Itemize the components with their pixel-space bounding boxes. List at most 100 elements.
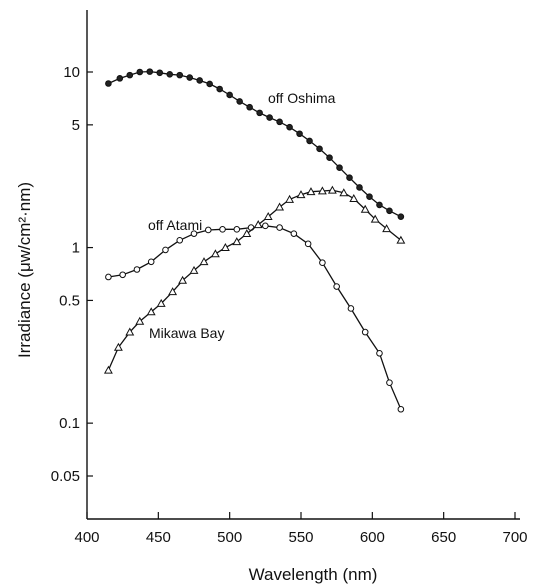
- data-point-off-oshima: [136, 68, 144, 76]
- data-point-off-oshima: [276, 118, 283, 126]
- data-point-off-oshima: [176, 71, 184, 79]
- data-point-mikawa-bay: [113, 342, 123, 351]
- data-point-off-oshima: [326, 154, 333, 162]
- data-point-off-atami: [262, 222, 269, 230]
- data-point-mikawa-bay: [253, 220, 263, 229]
- data-point-off-atami: [147, 258, 155, 266]
- y-tick-label: 0.1: [59, 415, 80, 432]
- series-line-mikawa-bay: [107, 189, 402, 371]
- data-point-off-atami: [133, 266, 141, 273]
- data-point-off-atami: [204, 226, 212, 234]
- data-point-off-oshima: [346, 174, 353, 182]
- data-point-off-oshima: [306, 137, 313, 145]
- data-point-mikawa-bay: [168, 287, 178, 296]
- data-point-mikawa-bay: [382, 224, 392, 233]
- data-point-off-atami: [376, 349, 383, 357]
- data-point-mikawa-bay: [189, 265, 199, 274]
- series-label-mikawa-bay: Mikawa Bay: [149, 325, 224, 341]
- data-point-off-atami: [105, 273, 112, 281]
- y-axis-label: Irradiance (μw/cm²·nm): [15, 182, 34, 358]
- x-axis-label: Wavelength (nm): [249, 565, 378, 584]
- data-point-off-oshima: [316, 145, 323, 153]
- series-line-off-atami: [108, 225, 402, 410]
- data-point-off-oshima: [266, 114, 273, 121]
- data-point-mikawa-bay: [146, 307, 156, 316]
- data-point-off-atami: [119, 271, 126, 279]
- data-point-mikawa-bay: [370, 214, 380, 223]
- data-point-mikawa-bay: [220, 242, 230, 251]
- data-point-off-oshima: [166, 71, 174, 78]
- series-layer: [103, 68, 406, 413]
- data-point-off-atami: [233, 226, 241, 233]
- data-point-mikawa-bay: [285, 194, 295, 203]
- data-point-off-oshima: [186, 74, 194, 81]
- data-point-mikawa-bay: [135, 316, 145, 325]
- data-point-mikawa-bay: [125, 327, 135, 336]
- data-point-off-oshima: [246, 103, 253, 111]
- data-point-off-oshima: [226, 91, 233, 99]
- x-tick-label: 500: [217, 529, 242, 546]
- data-point-mikawa-bay: [360, 204, 370, 213]
- data-point-off-oshima: [236, 98, 243, 105]
- data-point-mikawa-bay: [242, 229, 252, 238]
- data-point-mikawa-bay: [232, 237, 242, 246]
- data-point-mikawa-bay: [199, 257, 209, 266]
- data-point-mikawa-bay: [275, 202, 285, 211]
- data-point-off-oshima: [156, 69, 164, 77]
- data-point-mikawa-bay: [210, 249, 220, 258]
- x-tick-label: 700: [502, 529, 527, 546]
- data-point-off-oshima: [146, 68, 154, 75]
- data-point-mikawa-bay: [396, 235, 406, 244]
- data-point-off-oshima: [206, 80, 213, 88]
- data-point-off-oshima: [366, 193, 373, 200]
- x-tick-label: 650: [431, 529, 456, 546]
- y-axis-ticks: 0.05 0.1 0.5 1 5 10: [51, 64, 93, 485]
- data-point-off-atami: [176, 237, 184, 244]
- series-label-off-oshima: off Oshima: [268, 90, 336, 106]
- x-tick-label: 600: [360, 529, 385, 546]
- data-point-off-atami: [386, 379, 393, 386]
- data-point-off-atami: [347, 305, 355, 312]
- data-point-off-oshima: [397, 213, 405, 220]
- data-point-mikawa-bay: [327, 185, 337, 194]
- data-point-mikawa-bay: [263, 212, 273, 221]
- y-tick-label: 0.05: [51, 468, 80, 485]
- data-point-off-atami: [319, 259, 326, 267]
- data-point-off-oshima: [256, 109, 263, 117]
- x-tick-label: 400: [74, 529, 99, 546]
- data-point-off-oshima: [286, 123, 293, 131]
- series-label-off-atami: off Atami: [148, 217, 202, 233]
- data-point-off-oshima: [196, 77, 204, 84]
- data-point-off-atami: [276, 224, 283, 231]
- data-point-off-oshima: [126, 71, 134, 79]
- data-point-off-oshima: [356, 184, 363, 191]
- data-point-mikawa-bay: [306, 187, 316, 196]
- data-point-off-atami: [219, 226, 226, 233]
- data-point-off-atami: [162, 246, 169, 254]
- data-point-off-oshima: [386, 207, 393, 215]
- x-tick-label: 550: [288, 529, 313, 546]
- data-point-off-atami: [290, 230, 298, 237]
- data-point-mikawa-bay: [296, 190, 306, 199]
- y-tick-label: 1: [72, 240, 80, 257]
- series-line-off-oshima: [108, 70, 402, 218]
- y-tick-label: 5: [72, 117, 80, 134]
- data-point-off-atami: [397, 405, 405, 413]
- data-point-off-oshima: [296, 130, 303, 138]
- data-point-mikawa-bay: [349, 194, 359, 203]
- data-point-off-oshima: [216, 85, 223, 93]
- data-point-off-oshima: [376, 201, 383, 209]
- data-point-off-oshima: [336, 164, 343, 172]
- data-point-off-atami: [190, 230, 198, 237]
- data-point-off-oshima: [105, 80, 112, 87]
- x-axis-ticks: 400 450 500 550 600 650 700: [74, 512, 528, 546]
- data-point-mikawa-bay: [317, 186, 327, 195]
- data-point-off-oshima: [116, 75, 124, 82]
- data-point-mikawa-bay: [178, 275, 188, 284]
- y-tick-label: 10: [63, 64, 80, 81]
- data-point-off-atami: [361, 328, 369, 336]
- y-tick-label: 0.5: [59, 292, 80, 309]
- data-point-off-atami: [333, 283, 340, 290]
- data-point-mikawa-bay: [103, 365, 113, 374]
